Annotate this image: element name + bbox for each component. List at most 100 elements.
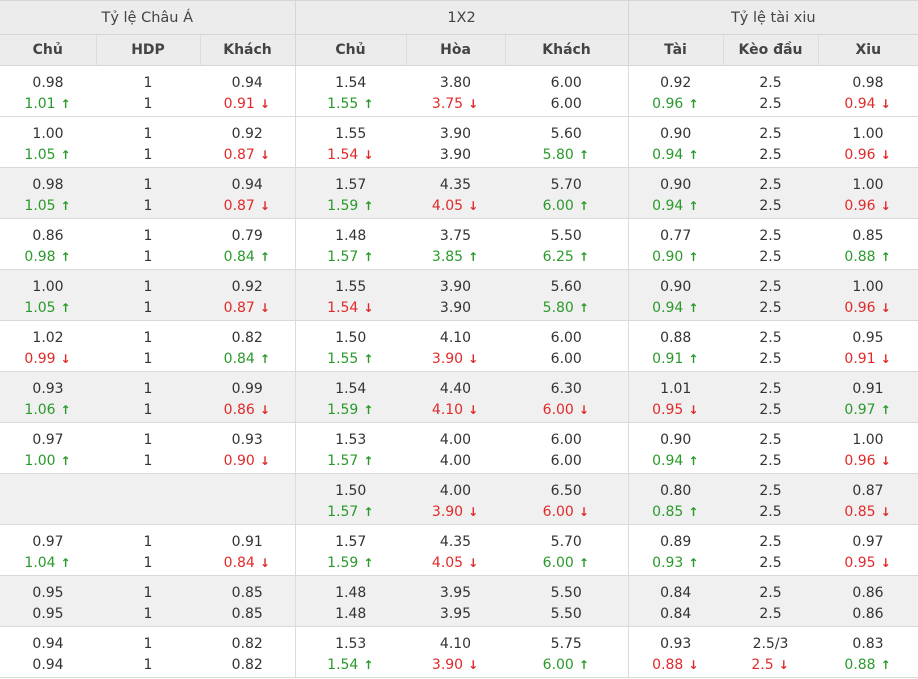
arrow-up-icon: ↑: [60, 556, 71, 570]
odds-value: 2.5: [759, 300, 782, 316]
odds-value: 0.95: [844, 555, 876, 571]
odds-row-live[interactable]: 1.04 ↑ 1 0.84 ↓ 1.59 ↑ 4.05 ↓ 6.00 ↑ 0.93 ↑ 2.5 0.95 ↓: [0, 551, 918, 576]
arrow-up-icon: ↑: [688, 556, 699, 570]
cell-live-1x2-home: 1.55 ↑: [294, 92, 407, 117]
cell-live-1x2-draw: 3.85 ↑: [406, 245, 506, 270]
odds-row-live[interactable]: 0.99 ↓ 1 0.84 ↑ 1.55 ↑ 3.90 ↓ 6.00 0.91 ↑ 2.5 0.91 ↓: [0, 347, 918, 372]
cell-live-under: 0.95 ↓: [818, 551, 918, 576]
cell-live-1x2-away: 5.50: [505, 602, 629, 627]
cell-open-hdp: 1: [143, 228, 153, 244]
odds-row-live[interactable]: 1.00 ↑ 1 0.90 ↓ 1.57 ↑ 4.00 6.00 0.94 ↑ 2.5 0.96 ↓: [0, 449, 918, 474]
cell-open-away: 0.85: [200, 575, 296, 602]
odds-value: 2.5: [759, 147, 782, 163]
odds-value: 6.00: [550, 351, 582, 367]
cell-open-over: 0.77: [627, 218, 724, 245]
cell-open-1x2-home: 1.54: [294, 65, 407, 92]
cell-open-over: 0.90: [627, 269, 724, 296]
odds-value: 0.84: [223, 249, 255, 265]
cell-live-1x2-home: 1.59 ↑: [294, 398, 407, 423]
cell-open-away: 0.92: [200, 269, 296, 296]
cell-open-1x2-draw: 4.40: [406, 371, 506, 398]
cell-open-line: 2.5: [723, 371, 819, 398]
odds-value: 1.54: [327, 300, 359, 316]
cell-live-line: 2.5: [723, 143, 819, 168]
odds-value: 3.90: [439, 147, 472, 163]
odds-value: 0.94: [844, 96, 876, 112]
cell-live-1x2-draw: 3.75 ↓: [406, 92, 506, 117]
odds-row-open[interactable]: 1.00 1 0.92 1.55 3.90 5.60 0.90 2.5 1.00: [0, 269, 918, 296]
cell-live-over: 0.85 ↑: [627, 500, 724, 525]
cell-open-over: 0.90: [627, 167, 724, 194]
cell-open-away: 0.91: [231, 534, 263, 550]
odds-row-live[interactable]: 1.06 ↑ 1 0.86 ↓ 1.59 ↑ 4.10 ↓ 6.00 ↓ 0.95 ↓ 2.5 0.97 ↑: [0, 398, 918, 423]
cell-live-1x2-away: 6.00 ↓: [505, 398, 629, 423]
odds-row-live[interactable]: 1.05 ↑ 1 0.87 ↓ 1.54 ↓ 3.90 5.80 ↑ 0.94 ↑ 2.5 0.96 ↓: [0, 143, 918, 168]
cell-live-over: 0.94 ↑: [627, 449, 724, 474]
odds-row-open[interactable]: 1.00 1 0.92 1.55 3.90 5.60 0.90 2.5 1.00: [0, 116, 918, 143]
cell-live-1x2-home: 1.57 ↑: [294, 245, 407, 270]
cell-open-home: 1.00: [0, 269, 96, 296]
odds-row-open[interactable]: 0.95 1 0.85 1.48 3.95 5.50 0.84 2.5 0.86: [0, 575, 918, 602]
odds-row-live[interactable]: 1.05 ↑ 1 0.87 ↓ 1.59 ↑ 4.05 ↓ 6.00 ↑ 0.94 ↑ 2.5 0.96 ↓: [0, 194, 918, 219]
odds-value: 0.87: [223, 198, 255, 214]
cell-open-1x2-away: 5.75: [550, 636, 582, 652]
odds-row-open[interactable]: 0.98 1 0.94 1.57 4.35 5.70 0.90 2.5 1.00: [0, 167, 918, 194]
cell-live-home: 1.05 ↑: [0, 296, 96, 321]
cell-live-1x2-draw: 3.90 ↓: [406, 347, 506, 372]
odds-row-open[interactable]: 1.50 4.00 6.50 0.80 2.5 0.87: [0, 473, 918, 500]
cell-live-over: 0.88 ↓: [627, 653, 724, 678]
cell-open-over: 0.89: [627, 524, 724, 551]
odds-value: 6.00: [542, 402, 574, 418]
odds-value: 2.5: [759, 249, 782, 265]
arrow-up-icon: ↑: [688, 97, 699, 111]
cell-open-home: 0.98: [0, 167, 96, 194]
odds-row-live[interactable]: 1.01 ↑ 1 0.91 ↓ 1.55 ↑ 3.75 ↓ 6.00 0.96 ↑ 2.5 0.94 ↓: [0, 92, 918, 117]
odds-row-live[interactable]: 0.94 1 0.82 1.54 ↑ 3.90 ↓ 6.00 ↑ 0.88 ↓ 2.5 ↓ 0.88 ↑: [0, 653, 918, 678]
odds-row-live[interactable]: 1.57 ↑ 3.90 ↓ 6.00 ↓ 0.85 ↑ 2.5 0.85 ↓: [0, 500, 918, 525]
odds-value: 0.88: [652, 657, 684, 673]
arrow-up-icon: ↑: [363, 556, 374, 570]
cell-live-away: 0.90 ↓: [200, 449, 296, 474]
odds-row-open[interactable]: 1.02 1 0.82 1.50 4.10 6.00 0.88 2.5 0.95: [0, 320, 918, 347]
odds-value: 0.90: [223, 453, 255, 469]
cell-open-1x2-away: 5.50: [505, 575, 629, 602]
odds-value: 0.96: [844, 147, 876, 163]
arrow-down-icon: ↓: [468, 352, 479, 366]
header-1x2: 1X2: [294, 0, 629, 35]
cell-open-home: [0, 473, 96, 500]
odds-row-open[interactable]: 0.98 1 0.94 1.54 3.80 6.00 0.92 2.5 0.98: [0, 65, 918, 92]
cell-live-1x2-home: 1.48: [294, 602, 407, 627]
odds-value: 0.87: [223, 147, 255, 163]
arrow-down-icon: ↓: [880, 352, 891, 366]
cell-open-home: 0.97: [32, 534, 64, 550]
odds-row-open[interactable]: 0.93 1 0.99 1.54 4.40 6.30 1.01 2.5 0.91: [0, 371, 918, 398]
header-over-under: Tỷ lệ tài xiu: [627, 0, 918, 35]
cell-live-line: 2.5: [723, 92, 819, 117]
col-line: Kèo đầu: [722, 34, 819, 66]
cell-live-1x2-home: 1.57 ↑: [294, 449, 407, 474]
cell-open-1x2-draw: 4.35: [406, 167, 506, 194]
odds-value: 0.91: [223, 96, 255, 112]
arrow-up-icon: ↑: [259, 352, 270, 366]
cell-live-away: 0.87 ↓: [200, 194, 296, 219]
odds-row-live[interactable]: 0.95 1 0.85 1.48 3.95 5.50 0.84 2.5 0.86: [0, 602, 918, 627]
odds-row-open[interactable]: 0.86 1 0.79 1.48 3.75 5.50 0.77 2.5 0.85: [0, 218, 918, 245]
cell-open-1x2-away: 5.70: [505, 167, 629, 194]
odds-row-live[interactable]: 0.98 ↑ 1 0.84 ↑ 1.57 ↑ 3.85 ↑ 6.25 ↑ 0.90 ↑ 2.5 0.88 ↑: [0, 245, 918, 270]
odds-row-open[interactable]: 0.94 1 0.82 1.53 4.10 5.75 0.93 2.5/3 0.83: [0, 626, 918, 653]
cell-live-1x2-home: 1.59 ↑: [294, 551, 407, 576]
arrow-down-icon: ↓: [363, 148, 374, 162]
cell-live-hdp: 1: [96, 245, 200, 270]
odds-row-open[interactable]: 0.97 1 0.93 1.53 4.00 6.00 0.90 2.5 1.00: [0, 422, 918, 449]
arrow-up-icon: ↑: [688, 352, 699, 366]
cell-open-hdp: 1: [143, 534, 153, 550]
odds-value: 0.94: [652, 147, 684, 163]
cell-live-hdp: 1: [96, 194, 200, 219]
cell-open-under: 0.98: [852, 75, 884, 91]
cell-open-hdp: 1: [96, 269, 200, 296]
cell-open-1x2-away: 5.60: [550, 126, 582, 142]
odds-row-open[interactable]: 0.97 1 0.91 1.57 4.35 5.70 0.89 2.5 0.97: [0, 524, 918, 551]
odds-value: 0.86: [223, 402, 255, 418]
odds-row-live[interactable]: 1.05 ↑ 1 0.87 ↓ 1.54 ↓ 3.90 5.80 ↑ 0.94 ↑ 2.5 0.96 ↓: [0, 296, 918, 321]
cell-open-hdp: 1: [96, 371, 200, 398]
